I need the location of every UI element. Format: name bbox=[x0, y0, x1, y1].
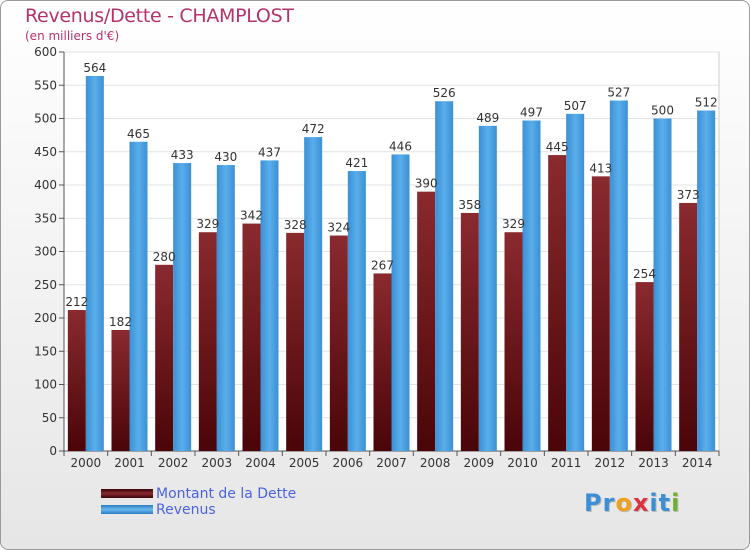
data-label: 489 bbox=[476, 111, 499, 125]
data-label: 328 bbox=[284, 218, 307, 232]
y-tick-label: 450 bbox=[34, 145, 57, 159]
bar-dette bbox=[242, 223, 261, 451]
x-tick-label: 2005 bbox=[289, 456, 320, 470]
y-tick-label: 400 bbox=[34, 178, 57, 192]
x-tick-label: 2003 bbox=[202, 456, 233, 470]
bar-dette bbox=[548, 155, 567, 451]
data-label: 358 bbox=[458, 198, 481, 212]
chart-title: Revenus/Dette - CHAMPLOST bbox=[25, 5, 294, 27]
data-label: 430 bbox=[214, 150, 237, 164]
bar-revenus bbox=[697, 110, 716, 452]
y-tick-label: 50 bbox=[42, 411, 57, 425]
data-label: 465 bbox=[127, 127, 150, 141]
bar-revenus bbox=[216, 165, 235, 452]
data-label: 280 bbox=[153, 250, 176, 264]
data-label: 526 bbox=[433, 86, 456, 100]
bar-dette bbox=[504, 232, 523, 451]
x-tick-label: 2008 bbox=[420, 456, 451, 470]
bar-dette bbox=[417, 191, 436, 451]
legend-label-revenus: Revenus bbox=[156, 502, 216, 518]
x-tick-label: 2013 bbox=[638, 456, 669, 470]
data-label: 446 bbox=[389, 139, 412, 153]
bar-dette bbox=[373, 273, 392, 451]
bar-revenus bbox=[435, 101, 454, 452]
y-tick-label: 550 bbox=[34, 78, 57, 92]
bar-revenus bbox=[347, 171, 366, 451]
bar-revenus bbox=[566, 113, 585, 451]
data-label: 324 bbox=[327, 221, 350, 235]
bar-dette bbox=[198, 232, 217, 451]
data-label: 342 bbox=[240, 209, 263, 223]
data-label: 329 bbox=[196, 217, 219, 231]
bar-revenus bbox=[85, 75, 104, 451]
data-label: 413 bbox=[589, 161, 612, 175]
legend-label-dette: Montant de la Dette bbox=[156, 486, 297, 502]
data-label: 421 bbox=[345, 156, 368, 170]
data-label: 254 bbox=[633, 267, 656, 281]
data-label: 182 bbox=[109, 315, 132, 329]
x-tick-label: 2004 bbox=[245, 456, 276, 470]
bar-revenus bbox=[391, 154, 410, 451]
bar-revenus bbox=[304, 137, 323, 451]
bar-revenus bbox=[609, 100, 628, 452]
bar-dette bbox=[155, 264, 174, 451]
bar-revenus bbox=[522, 120, 541, 452]
y-tick-label: 0 bbox=[49, 444, 57, 458]
legend-swatch-revenus bbox=[101, 505, 153, 514]
bar-revenus bbox=[173, 163, 192, 451]
proxiti-logo: Proxiti bbox=[584, 489, 681, 517]
y-tick-label: 250 bbox=[34, 278, 57, 292]
data-label: 527 bbox=[607, 86, 630, 100]
data-label: 512 bbox=[695, 96, 718, 110]
data-label: 564 bbox=[83, 61, 106, 75]
data-label: 267 bbox=[371, 258, 394, 272]
data-label: 500 bbox=[651, 104, 674, 118]
bar-dette bbox=[635, 282, 654, 451]
bar-dette bbox=[679, 202, 698, 451]
x-tick-label: 2014 bbox=[682, 456, 713, 470]
x-tick-label: 2007 bbox=[376, 456, 407, 470]
data-label: 497 bbox=[520, 105, 543, 119]
bar-revenus bbox=[260, 160, 279, 451]
bar-dette bbox=[591, 176, 610, 452]
bar-revenus bbox=[478, 125, 497, 451]
legend-swatch-dette bbox=[101, 489, 153, 498]
bar-dette bbox=[460, 212, 479, 451]
y-tick-label: 300 bbox=[34, 245, 57, 259]
data-label: 212 bbox=[65, 295, 88, 309]
bar-dette bbox=[329, 235, 348, 451]
x-tick-label: 2006 bbox=[333, 456, 364, 470]
y-tick-label: 350 bbox=[34, 211, 57, 225]
bar-dette bbox=[111, 329, 130, 451]
chart-subtitle: (en milliers d'€) bbox=[25, 29, 120, 43]
x-tick-label: 2011 bbox=[551, 456, 582, 470]
bar-revenus bbox=[129, 141, 148, 451]
x-tick-label: 2009 bbox=[464, 456, 495, 470]
data-label: 445 bbox=[546, 140, 569, 154]
y-tick-label: 500 bbox=[34, 112, 57, 126]
x-tick-label: 2010 bbox=[507, 456, 538, 470]
y-tick-label: 100 bbox=[34, 378, 57, 392]
bar-revenus bbox=[653, 118, 672, 451]
x-tick-label: 2012 bbox=[595, 456, 626, 470]
data-label: 507 bbox=[564, 99, 587, 113]
y-tick-label: 200 bbox=[34, 311, 57, 325]
y-tick-label: 150 bbox=[34, 344, 57, 358]
data-label: 390 bbox=[415, 177, 438, 191]
x-tick-label: 2001 bbox=[114, 456, 145, 470]
data-label: 329 bbox=[502, 217, 525, 231]
bar-dette bbox=[67, 310, 86, 451]
data-label: 472 bbox=[302, 122, 325, 136]
y-tick-label: 600 bbox=[34, 45, 57, 59]
bar-dette bbox=[286, 232, 305, 451]
data-label: 373 bbox=[677, 188, 700, 202]
data-label: 437 bbox=[258, 145, 281, 159]
x-tick-label: 2002 bbox=[158, 456, 189, 470]
data-label: 433 bbox=[171, 148, 194, 162]
x-tick-label: 2000 bbox=[71, 456, 102, 470]
